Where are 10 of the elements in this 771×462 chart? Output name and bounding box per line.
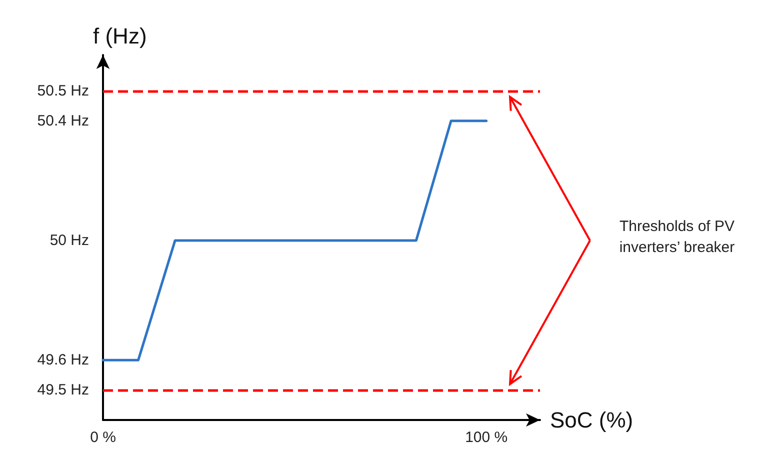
x-axis-title: SoC (%) [550,408,634,432]
x-tick-label: 0 % [90,429,116,446]
y-tick-label: 50.5 Hz [37,82,89,100]
y-tick-label: 50.4 Hz [37,112,89,130]
y-axis-title: f (Hz) [93,24,147,48]
x-tick-label: 100 % [465,429,508,446]
y-tick-label: 50 Hz [50,232,89,249]
y-tick-label: 49.6 Hz [37,352,89,369]
y-tick-label: 49.5 Hz [37,382,89,399]
text: Thresholds of PV inverters’ breaker [618,217,736,258]
